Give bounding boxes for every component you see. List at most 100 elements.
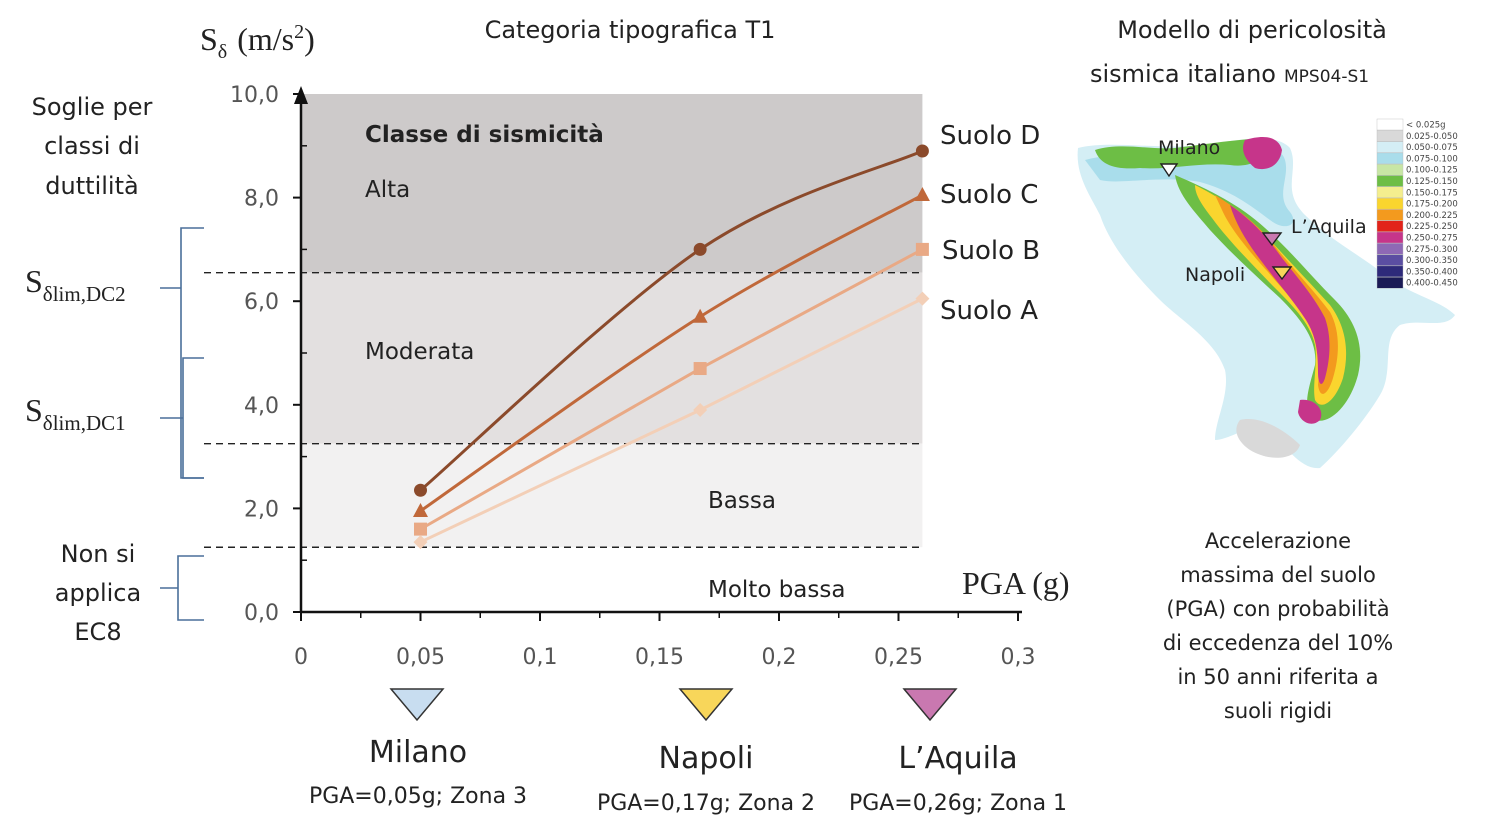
series-label-suolo-b: Suolo B — [942, 236, 1040, 266]
x-tick-label-4: 0,2 — [762, 645, 797, 670]
map-apennine-magenta — [1230, 205, 1330, 384]
legend-swatch-3 — [1376, 152, 1404, 165]
italy-hazard-map: Milano L’Aquila Napoli — [1077, 137, 1455, 469]
city-name-napoli: Napoli — [659, 741, 754, 776]
map-land-shape — [1077, 138, 1455, 469]
legend-label-5: 0.125-0.150 — [1406, 177, 1458, 187]
x-tick-label-6: 0,3 — [1001, 645, 1036, 670]
map-caption-line4: di eccedenza del 10% — [1163, 631, 1393, 655]
napoli-triangle-icon — [678, 688, 734, 722]
map-caption-line1: Accelerazione — [1205, 529, 1351, 553]
city-name-laquila: L’Aquila — [898, 741, 1017, 776]
y-tick-label-3: 6,0 — [244, 290, 279, 315]
legend-label-11: 0.275-0.300 — [1406, 245, 1458, 255]
data-point-suolo-d-0 — [414, 483, 427, 497]
series-label-suolo-a: Suolo A — [940, 296, 1038, 326]
x-tick-label-1: 0,05 — [396, 645, 445, 670]
legend-swatch-11 — [1376, 243, 1404, 255]
bands-heading: Classe di sismicità — [365, 122, 604, 148]
series-group — [413, 144, 930, 550]
map-calabria-zone — [1298, 399, 1322, 424]
city-markers: Milano PGA=0,05g; Zona 3 Napoli PGA=0,17… — [309, 688, 1067, 816]
map-caption-line2: massima del suolo — [1180, 563, 1376, 587]
map-label-napoli: Napoli — [1185, 264, 1245, 286]
series-line-suolo-d — [419, 149, 924, 492]
chart-title: Categoria tipografica T1 — [485, 16, 776, 44]
not-applicable-line1: Non si — [61, 540, 136, 568]
map-apennine-yellow — [1195, 185, 1347, 405]
data-point-suolo-a-0 — [413, 535, 428, 550]
x-axis-title: PGA (g) — [962, 565, 1070, 601]
map-milano-marker-icon — [1159, 163, 1179, 178]
legend-label-4: 0.100-0.125 — [1406, 166, 1458, 176]
y-axis-title: Sδ (m/s2) — [200, 21, 315, 63]
map-label-laquila: L’Aquila — [1291, 216, 1367, 238]
legend-swatch-2 — [1376, 141, 1404, 153]
band-label-bassa: Bassa — [708, 488, 776, 514]
city-info-napoli: PGA=0,17g; Zona 2 — [597, 791, 815, 816]
data-point-suolo-b-2 — [915, 242, 929, 256]
series-line-suolo-c — [419, 193, 924, 513]
x-tick-label-3: 0,15 — [635, 645, 684, 670]
legend-label-3: 0.075-0.100 — [1406, 154, 1458, 164]
legend-label-14: 0.400-0.450 — [1406, 279, 1458, 289]
x-tick-label-2: 0,1 — [523, 645, 558, 670]
legend-label-8: 0.200-0.225 — [1406, 211, 1458, 221]
legend-label-6: 0.150-0.175 — [1406, 188, 1458, 198]
y-tick-label-4: 8,0 — [244, 187, 279, 212]
data-point-suolo-c-2 — [914, 187, 930, 202]
data-point-suolo-b-1 — [693, 362, 707, 376]
band-2 — [301, 443, 923, 548]
not-applicable-line2: applica — [55, 579, 141, 607]
city-name-milano: Milano — [369, 735, 467, 770]
band-label-molto-bassa: Molto bassa — [708, 577, 845, 603]
legend-swatch-1 — [1376, 130, 1404, 142]
map-panel: Modello di pericolosità sismica italiano… — [1077, 16, 1458, 723]
band-0 — [301, 94, 923, 273]
legend-swatch-12 — [1376, 254, 1404, 266]
map-northeast-zone — [1095, 138, 1275, 169]
legend-label-1: 0.025-0.050 — [1406, 132, 1458, 142]
data-point-suolo-a-1 — [693, 402, 708, 417]
legend-swatch-8 — [1376, 209, 1404, 221]
laquila-triangle-icon — [902, 688, 958, 722]
data-point-suolo-d-2 — [915, 144, 929, 158]
legend-swatch-10 — [1376, 231, 1404, 244]
data-point-suolo-a-2 — [915, 291, 930, 306]
band-1 — [301, 272, 923, 444]
series-label-suolo-d: Suolo D — [940, 121, 1040, 151]
legend-swatch-0 — [1376, 118, 1404, 131]
y-tick-label-0: 0,0 — [244, 601, 279, 626]
legend-swatch-9 — [1376, 220, 1404, 232]
dc1-threshold-label: Sδlim,DC1 — [25, 392, 126, 435]
dc1-bracket — [160, 357, 204, 479]
legend-swatch-14 — [1376, 277, 1404, 289]
city-info-laquila: PGA=0,26g; Zona 1 — [849, 791, 1067, 816]
map-caption-line3: (PGA) con probabilità — [1166, 597, 1389, 621]
ductility-heading-line2: classi di — [44, 132, 140, 160]
data-point-suolo-d-1 — [693, 242, 707, 256]
dc2-bracket — [160, 227, 204, 479]
not-applicable-line3: EC8 — [74, 618, 121, 646]
map-legend: < 0.025g0.025-0.0500.050-0.0750.075-0.10… — [1376, 118, 1458, 289]
map-caption-line6: suoli rigidi — [1224, 699, 1332, 723]
legend-label-7: 0.175-0.200 — [1406, 200, 1458, 210]
map-title-line1: Modello di pericolosità — [1117, 16, 1387, 44]
map-sicily-shape — [1236, 419, 1300, 458]
map-label-milano: Milano — [1158, 137, 1220, 159]
data-point-suolo-b-0 — [414, 522, 427, 536]
ductility-heading-line3: duttilità — [45, 172, 138, 200]
map-title-line2: sismica italiano MPS04-S1 — [1090, 60, 1369, 88]
legend-label-13: 0.350-0.400 — [1406, 267, 1458, 277]
y-tick-label-5: 10,0 — [230, 83, 279, 108]
series-label-suolo-c: Suolo C — [940, 180, 1038, 210]
legend-label-9: 0.225-0.250 — [1406, 222, 1458, 232]
legend-swatch-7 — [1376, 197, 1404, 210]
map-napoli-marker-icon — [1271, 266, 1293, 281]
legend-label-10: 0.250-0.275 — [1406, 234, 1458, 244]
legend-swatch-6 — [1376, 186, 1404, 199]
city-info-milano: PGA=0,05g; Zona 3 — [309, 784, 527, 809]
data-point-suolo-c-1 — [692, 308, 708, 323]
y-tick-label-2: 4,0 — [244, 394, 279, 419]
